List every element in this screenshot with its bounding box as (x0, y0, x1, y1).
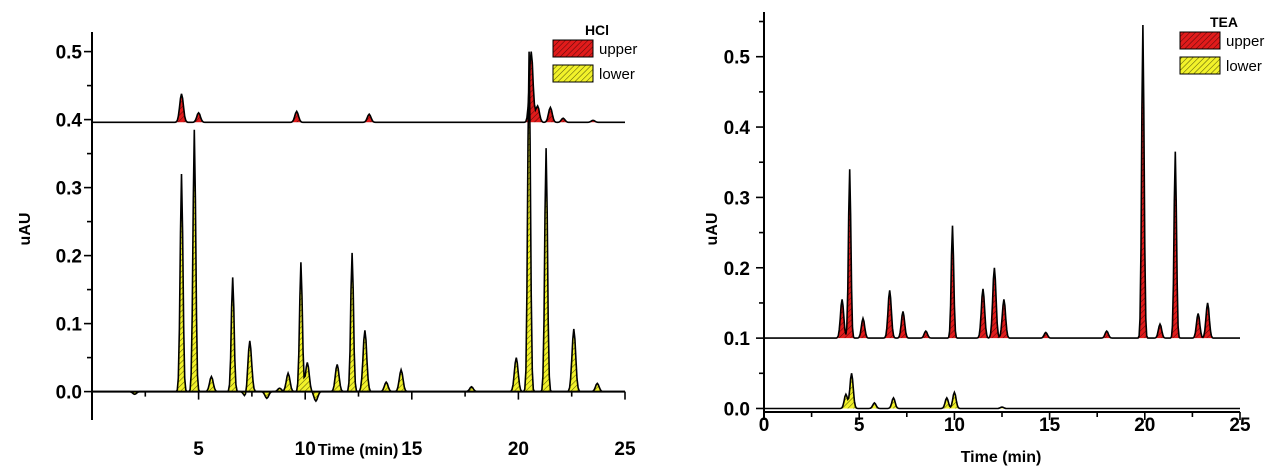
legend: TEA upper lower (1179, 14, 1264, 75)
y-tick-label: 0.3 (56, 179, 82, 200)
series-upper-fill (92, 51, 625, 123)
y-tick-label: 0.5 (56, 43, 83, 64)
series-upper-line (92, 51, 625, 124)
series-lower-line (764, 373, 1240, 410)
y-axis-title: uAU (17, 213, 34, 246)
y-tick-label: 0.1 (724, 329, 751, 350)
legend: HCl upper lower (552, 22, 637, 83)
series-upper-line (764, 24, 1240, 339)
x-axis-title: Time (min) (318, 442, 399, 459)
x-tick-label: 10 (295, 439, 316, 460)
x-tick-label: 0 (759, 415, 770, 436)
legend-swatch-upper (552, 39, 594, 58)
x-axis-title: Time (min) (961, 449, 1042, 466)
x-tick-label: 20 (1134, 415, 1155, 436)
y-axis-title: uAU (704, 213, 721, 246)
x-tick-label: 15 (1039, 415, 1061, 436)
legend-label-lower: lower (1226, 58, 1262, 75)
y-tick-label: 0.2 (724, 259, 750, 280)
legend-swatch-lower (1179, 56, 1221, 75)
y-tick-label: 0.5 (724, 48, 751, 69)
y-tick-label: 0.0 (56, 383, 82, 404)
tea-chart-panel: 0 5 10 15 20 25 0.0 0.1 0.2 0.3 0.4 0.5 Time (min) uA… (704, 12, 1264, 466)
series-upper-fill (764, 25, 1240, 339)
x-tick-label: 10 (944, 415, 965, 436)
x-tick-label: 20 (508, 439, 529, 460)
y-tick-label: 0.1 (56, 315, 83, 336)
x-tick-label: 5 (854, 415, 865, 436)
y-tick-label: 0.0 (724, 399, 750, 420)
legend-swatch-upper (1179, 31, 1221, 50)
legend-title: TEA (1210, 14, 1238, 30)
legend-label-upper: upper (599, 41, 637, 58)
legend-label-lower: lower (599, 66, 635, 83)
x-tick-label: 15 (401, 439, 423, 460)
y-tick-label: 0.4 (724, 118, 751, 139)
series-lower-fill (764, 373, 1240, 409)
legend-swatch-lower (552, 64, 594, 83)
legend-title: HCl (585, 22, 609, 38)
y-tick-label: 0.2 (56, 247, 82, 268)
x-tick-label: 5 (193, 439, 204, 460)
x-tick-label: 25 (614, 439, 636, 460)
x-tick-label: 25 (1229, 415, 1251, 436)
legend-label-upper: upper (1226, 33, 1264, 50)
y-tick-label: 0.4 (56, 111, 83, 132)
hcl-chart-panel: 5 10 15 20 25 0.0 0.1 0.2 0.3 0.4 0.5 Time (min) uAU… (17, 22, 637, 460)
y-tick-label: 0.3 (724, 188, 750, 209)
